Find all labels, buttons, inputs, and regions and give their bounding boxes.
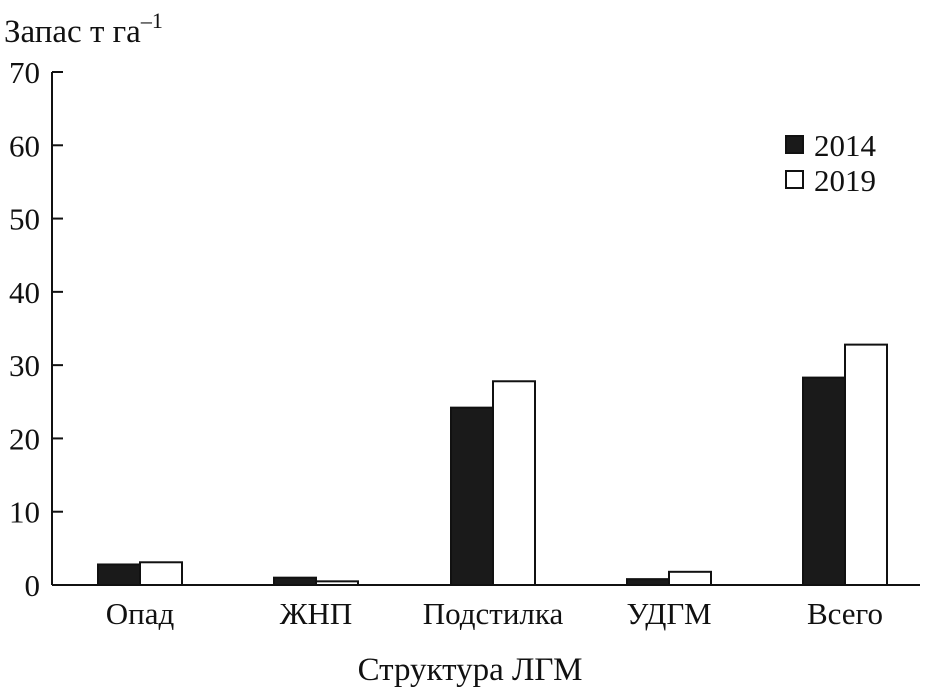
bar-2014-2 <box>450 406 494 586</box>
bar-2019-3 <box>668 570 712 587</box>
x-tick-label: ЖНП <box>280 596 353 631</box>
legend-label-2014: 2014 <box>814 128 877 163</box>
legend-label-2019: 2019 <box>814 163 876 198</box>
bar-2019-4 <box>844 343 888 586</box>
bar-2014-3 <box>626 578 670 587</box>
bar-2014-4 <box>802 376 846 587</box>
x-tick-labels: Опад ЖНП Подстилка УДГМ Всего <box>106 596 883 631</box>
y-tick-label: 10 <box>9 495 40 530</box>
bar-2014-0 <box>97 563 141 586</box>
legend-swatch-2019 <box>785 170 804 189</box>
y-axis-title-text: Запас т га <box>4 14 141 50</box>
x-axis-title: Структура ЛГМ <box>358 652 583 688</box>
y-tick-label: 20 <box>9 421 40 456</box>
bar-2019-1 <box>315 580 359 586</box>
x-tick-label: Опад <box>106 596 175 631</box>
x-tick-label: Подстилка <box>423 596 564 631</box>
y-ticks: 0 10 20 30 40 50 60 70 <box>9 55 63 603</box>
x-tick-label: УДГМ <box>626 596 711 631</box>
y-tick-label: 60 <box>9 128 40 163</box>
bar-2019-0 <box>139 561 183 587</box>
y-tick-label: 30 <box>9 348 40 383</box>
y-tick-label: 40 <box>9 275 40 310</box>
y-tick-label: 0 <box>25 568 41 603</box>
bar-2014-1 <box>273 576 317 587</box>
y-tick-label: 50 <box>9 202 40 237</box>
bar-2019-2 <box>492 380 536 586</box>
legend-swatch-2014 <box>785 135 804 154</box>
x-tick-label: Всего <box>807 596 883 631</box>
y-axis-title: Запас т га–1 <box>4 8 163 50</box>
y-axis-title-superscript: –1 <box>140 8 163 33</box>
bars <box>97 343 888 587</box>
y-tick-label: 70 <box>9 55 40 90</box>
